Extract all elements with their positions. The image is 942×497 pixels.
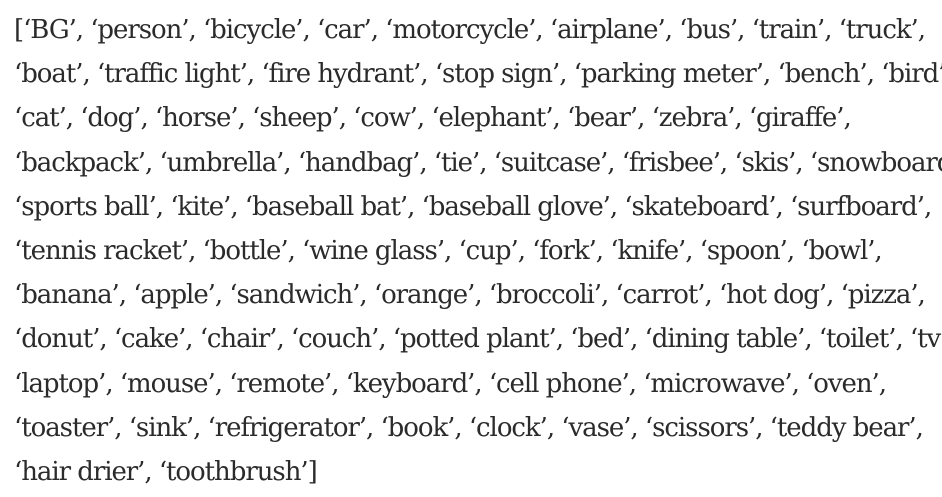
text-line-8: ‘donut’, ‘cake’, ‘chair’, ‘couch’, ‘pott… xyxy=(14,324,942,355)
text-line-6: ‘tennis racket’, ‘bottle’, ‘wine glass’,… xyxy=(14,236,883,267)
text-line-2: ‘boat’, ‘traffic light’, ‘fire hydrant’,… xyxy=(14,59,942,90)
text-line-1: [‘BG’, ‘person’, ‘bicycle’, ‘car’, ‘moto… xyxy=(14,15,926,45)
text-line-11: ‘hair drier’, ‘toothbrush’] xyxy=(14,457,318,488)
text-line-10: ‘toaster’, ‘sink’, ‘refrigerator’, ‘book… xyxy=(14,412,924,443)
text-line-5: ‘sports ball’, ‘kite’, ‘baseball bat’, ‘… xyxy=(14,191,932,222)
text-line-3: ‘cat’, ‘dog’, ‘horse’, ‘sheep’, ‘cow’, ‘… xyxy=(14,103,852,134)
text-line-4: ‘backpack’, ‘umbrella’, ‘handbag’, ‘tie’… xyxy=(14,147,942,178)
text-line-9: ‘laptop’, ‘mouse’, ‘remote’, ‘keyboard’,… xyxy=(14,368,887,399)
text-line-7: ‘banana’, ‘apple’, ‘sandwich’, ‘orange’,… xyxy=(14,280,926,311)
